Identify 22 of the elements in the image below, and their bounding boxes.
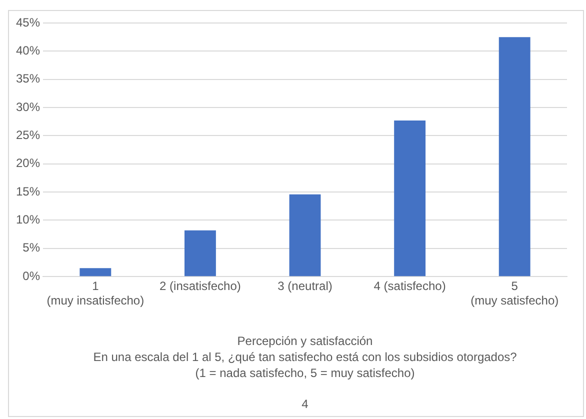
x-tick-label: 4 (satisfecho) xyxy=(374,279,446,294)
y-tick-label: 20% xyxy=(16,156,40,170)
y-tick-label: 45% xyxy=(16,15,40,30)
y-tick-label: 5% xyxy=(22,240,40,255)
x-tick-label: 5 (muy satisfecho) xyxy=(470,279,559,308)
y-tick-label: 10% xyxy=(16,212,40,227)
bar xyxy=(394,120,426,276)
y-tick-label: 40% xyxy=(16,43,40,58)
bar xyxy=(80,268,112,276)
bar xyxy=(289,194,321,276)
x-tick-label: 3 (neutral) xyxy=(278,279,332,294)
x-axis-title: Percepción y satisfacción En una escala del 1 al 5, ¿qué tan satisfecho está con los subsidios otorgados? (1 = nada satisfecho, 5 = muy satisfecho) xyxy=(93,334,518,380)
x-tick-label: 1 (muy insatisfecho) xyxy=(46,279,144,308)
bar xyxy=(184,230,216,276)
bar xyxy=(498,37,530,276)
y-tick-label: 30% xyxy=(16,100,40,114)
y-tick-label: 0% xyxy=(22,268,40,283)
text: 4 xyxy=(302,397,309,411)
y-tick-label: 15% xyxy=(16,184,40,198)
x-tick-label: 2 (insatisfecho) xyxy=(160,279,241,294)
y-tick-label: 35% xyxy=(16,72,40,86)
y-tick-label: 25% xyxy=(16,128,40,142)
